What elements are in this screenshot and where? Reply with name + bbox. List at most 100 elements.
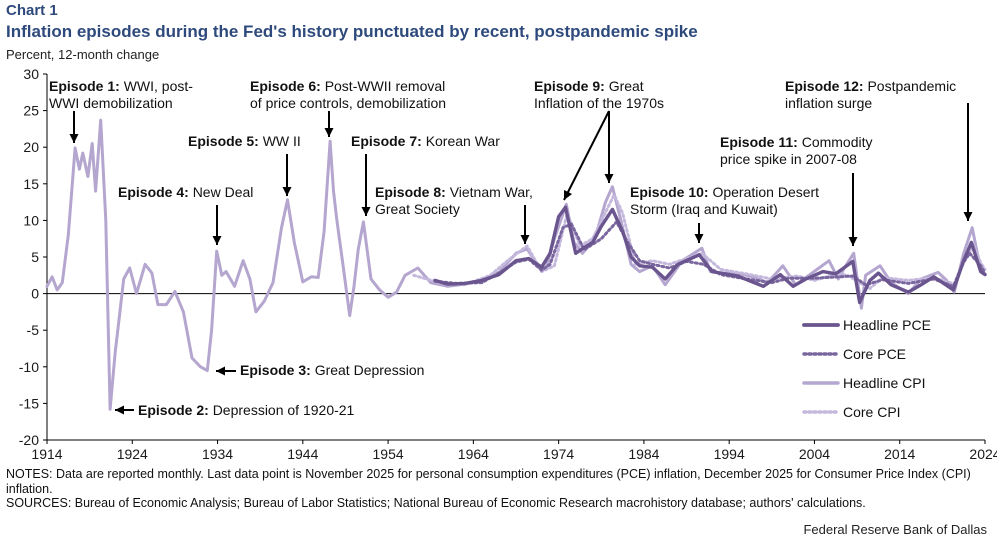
arrowhead-icon xyxy=(282,187,292,196)
annotation-line: Episode 6: Post-WWII removal xyxy=(250,78,445,94)
notes-text: NOTES: Data are reported monthly. Last d… xyxy=(6,467,971,496)
annotation-bold: Episode 6: xyxy=(250,78,325,94)
y-tick-label: 20 xyxy=(23,139,39,155)
y-axis-caption: Percent, 12-month change xyxy=(6,47,160,62)
annotation-text: Vietnam War, xyxy=(450,184,533,200)
annotation-bold: Episode 3: xyxy=(240,362,315,378)
arrowhead-icon xyxy=(212,236,222,245)
y-tick-label: 5 xyxy=(31,249,39,265)
annotation-line: Inflation of the 1970s xyxy=(534,95,664,111)
annotation-episode-5: Episode 5: WW II xyxy=(188,133,301,196)
y-tick-label: 15 xyxy=(23,176,39,192)
legend-label: Core PCE xyxy=(843,346,906,362)
annotation-arrow-line xyxy=(563,110,610,201)
x-tick-label: 2014 xyxy=(884,446,915,462)
annotation-text: Operation Desert xyxy=(712,184,819,200)
annotation-bold: Episode 7: xyxy=(351,133,426,149)
annotation-line: Episode 5: WW II xyxy=(188,133,301,149)
y-tick-label: -15 xyxy=(19,395,39,411)
arrowhead-icon xyxy=(604,174,614,183)
y-tick-label: -20 xyxy=(19,432,39,448)
series-headline-pce xyxy=(433,205,987,305)
source-organization: Federal Reserve Bank of Dallas xyxy=(803,522,987,537)
annotations: Episode 1: WWI, post-WWI demobilizationE… xyxy=(49,78,973,418)
annotation-line: Episode 8: Vietnam War, xyxy=(375,184,533,200)
x-tick-label: 1914 xyxy=(31,446,62,462)
chart-label: Chart 1 xyxy=(6,2,58,19)
annotation-line: Episode 9: Great xyxy=(534,78,644,94)
x-tick-label: 1964 xyxy=(458,446,489,462)
arrowhead-icon xyxy=(216,366,225,376)
series-layer xyxy=(45,118,987,411)
arrowhead-icon xyxy=(963,212,973,221)
annotation-bold: Episode 4: xyxy=(118,184,193,200)
annotation-episode-1: Episode 1: WWI, post-WWI demobilization xyxy=(49,78,193,143)
annotation-episode-7: Episode 7: Korean War xyxy=(351,133,500,216)
annotation-text: WWI demobilization xyxy=(49,95,173,111)
annotation-text: inflation surge xyxy=(785,95,872,111)
annotation-bold: Episode 9: xyxy=(534,78,609,94)
x-tick-label: 1994 xyxy=(714,446,745,462)
annotation-bold: Episode 8: xyxy=(375,184,450,200)
annotation-episode-8: Episode 8: Vietnam War,Great Society xyxy=(375,184,533,244)
annotation-text: Post-WWII removal xyxy=(325,78,446,94)
arrowhead-icon xyxy=(69,134,79,143)
annotation-line: of price controls, demobilization xyxy=(250,95,446,111)
arrowhead-icon xyxy=(520,235,530,244)
annotation-line: Episode 2: Depression of 1920-21 xyxy=(138,402,355,418)
annotation-line: Episode 1: WWI, post- xyxy=(49,78,193,94)
annotation-bold: Episode 11: xyxy=(720,134,802,150)
annotation-episode-4: Episode 4: New Deal xyxy=(118,184,253,245)
annotation-text: Great Society xyxy=(375,201,460,217)
legend: Headline PCE Core PCE Headline CPI Core CPI xyxy=(802,317,931,420)
annotation-text: Commodity xyxy=(802,134,873,150)
x-tick-label: 2024 xyxy=(969,446,997,462)
legend-label: Core CPI xyxy=(843,404,901,420)
annotation-line: price spike in 2007-08 xyxy=(720,151,857,167)
x-tick-label: 1924 xyxy=(117,446,148,462)
sources-text: SOURCES: Bureau of Economic Analysis; Bu… xyxy=(6,496,866,510)
annotation-line: Episode 11: Commodity xyxy=(720,134,873,150)
y-tick-label: 25 xyxy=(23,103,39,119)
annotation-text: Postpandemic xyxy=(867,78,956,94)
annotation-line: Episode 3: Great Depression xyxy=(240,362,424,378)
arrowhead-icon xyxy=(694,234,704,243)
annotation-line: Storm (Iraq and Kuwait) xyxy=(630,201,778,217)
y-tick-label: 0 xyxy=(31,286,39,302)
annotation-text: Storm (Iraq and Kuwait) xyxy=(630,201,778,217)
series-core-cpi xyxy=(412,193,987,290)
annotation-text: Depression of 1920-21 xyxy=(213,402,355,418)
axes: -20 -15 -10 -5 0 5 10 15 20 25 30 1914 1924 1934 1944 1… xyxy=(19,66,997,462)
x-tick-label: 1934 xyxy=(202,446,233,462)
arrowhead-icon xyxy=(564,189,573,200)
annotation-text: Inflation of the 1970s xyxy=(534,95,664,111)
annotation-line: inflation surge xyxy=(785,95,872,111)
x-tick-label: 1974 xyxy=(543,446,574,462)
annotation-line: Great Society xyxy=(375,201,460,217)
annotation-text: of price controls, demobilization xyxy=(250,95,446,111)
annotation-text: price spike in 2007-08 xyxy=(720,151,857,167)
annotation-bold: Episode 10: xyxy=(630,184,712,200)
arrowhead-icon xyxy=(848,237,858,246)
annotation-line: Episode 7: Korean War xyxy=(351,133,500,149)
annotation-text: New Deal xyxy=(193,184,254,200)
x-tick-label: 1954 xyxy=(373,446,404,462)
annotation-text: WW II xyxy=(263,133,301,149)
x-tick-label: 2004 xyxy=(799,446,830,462)
annotation-bold: Episode 12: xyxy=(785,78,867,94)
legend-label: Headline CPI xyxy=(843,375,926,391)
annotation-line: WWI demobilization xyxy=(49,95,173,111)
annotation-line: Episode 12: Postpandemic xyxy=(785,78,956,94)
annotation-line: Episode 4: New Deal xyxy=(118,184,253,200)
y-tick-label: 10 xyxy=(23,212,39,228)
y-tick-label: -10 xyxy=(19,359,39,375)
annotation-bold: Episode 1: xyxy=(49,78,124,94)
annotation-episode-2: Episode 2: Depression of 1920-21 xyxy=(115,402,355,418)
y-tick-label: -5 xyxy=(27,322,40,338)
